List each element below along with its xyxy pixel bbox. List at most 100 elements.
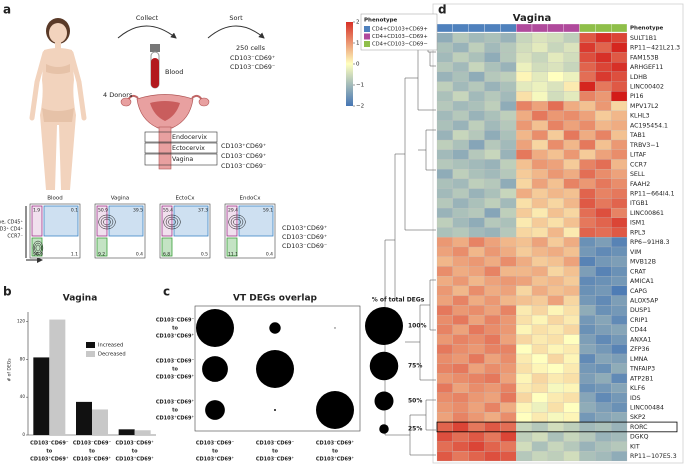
heat-cell xyxy=(500,383,517,394)
heat-cell xyxy=(436,402,453,413)
heat-cell xyxy=(595,110,612,121)
contour xyxy=(230,216,244,228)
quadrant-value: 37.3 xyxy=(198,208,208,214)
bar xyxy=(118,429,135,435)
heat-cell xyxy=(468,130,485,141)
heat-cell xyxy=(484,139,501,150)
heat-cell xyxy=(516,178,533,189)
heat-cell xyxy=(484,169,501,180)
heat-cell xyxy=(484,149,501,160)
legend-swatch xyxy=(86,342,95,348)
heat-cell xyxy=(484,334,501,345)
heat-cell xyxy=(468,149,485,160)
heat-cell xyxy=(547,207,564,218)
heat-cell xyxy=(500,198,517,209)
heat-cell xyxy=(547,42,564,53)
heat-cell xyxy=(547,91,564,102)
heat-cell xyxy=(468,52,485,63)
heat-cell xyxy=(563,120,580,131)
donor-illustration xyxy=(29,18,87,190)
heat-cell xyxy=(452,324,469,335)
heat-cell xyxy=(516,62,533,73)
heat-cell xyxy=(452,353,469,364)
heat-cell xyxy=(579,120,596,131)
heat-cell xyxy=(595,451,612,462)
heat-cell xyxy=(531,353,548,364)
heat-cell xyxy=(500,178,517,189)
colorbar-tick-label: −1 xyxy=(356,83,364,89)
size-legend-circle xyxy=(379,424,389,434)
colorbar xyxy=(346,22,353,106)
heat-cell xyxy=(500,353,517,364)
heat-cell xyxy=(547,178,564,189)
heat-cell xyxy=(484,392,501,403)
heat-cell xyxy=(452,71,469,82)
tissue-subset: CD103⁺CD69⁺ xyxy=(221,143,266,150)
heat-cell xyxy=(531,305,548,316)
donor-count: 4 Donors xyxy=(103,91,133,99)
heat-cell xyxy=(452,295,469,306)
heat-cell xyxy=(611,421,628,432)
heat-cell xyxy=(595,120,612,131)
heat-cell xyxy=(484,383,501,394)
heat-cell xyxy=(563,421,580,432)
heat-cell xyxy=(595,285,612,296)
flow-plot-title: Blood xyxy=(47,196,63,202)
heat-cell xyxy=(468,81,485,92)
heat-cell xyxy=(468,110,485,121)
bar xyxy=(134,430,151,435)
heat-cell xyxy=(547,71,564,82)
gene-label: CAPG xyxy=(630,288,647,295)
heat-cell xyxy=(563,178,580,189)
heat-cell xyxy=(563,227,580,238)
heat-cell xyxy=(468,120,485,131)
bubble xyxy=(202,356,228,382)
heat-cell xyxy=(611,285,628,296)
uterus xyxy=(120,94,218,170)
heat-cell xyxy=(611,314,628,325)
heat-cell xyxy=(579,246,596,257)
flow-plot-frame xyxy=(224,203,276,259)
gene-label: CD44 xyxy=(630,327,647,334)
heat-cell xyxy=(611,42,628,53)
heat-cell xyxy=(611,149,628,160)
heat-cell xyxy=(611,246,628,257)
heat-cell xyxy=(436,227,453,238)
heat-cell xyxy=(484,402,501,413)
heat-cell xyxy=(500,149,517,160)
gate xyxy=(226,237,238,257)
contour xyxy=(165,216,179,228)
heat-cell xyxy=(611,324,628,335)
heat-cell xyxy=(484,353,501,364)
heat-cell xyxy=(516,353,533,364)
heat-cell xyxy=(595,412,612,423)
heat-cell xyxy=(452,373,469,384)
heat-cell xyxy=(579,305,596,316)
heat-cell xyxy=(484,324,501,335)
heat-cell xyxy=(611,451,628,462)
heat-cell xyxy=(531,178,548,189)
heat-cell xyxy=(547,159,564,170)
heat-cell xyxy=(436,71,453,82)
heat-cell xyxy=(436,188,453,199)
column-label: to xyxy=(332,449,338,455)
sort-arrow xyxy=(207,25,265,39)
gene-label: KLHL3 xyxy=(630,113,650,120)
heat-cell xyxy=(547,256,564,267)
heat-cell xyxy=(484,256,501,267)
heat-cell xyxy=(500,334,517,345)
heat-cell xyxy=(516,130,533,141)
heat-cell xyxy=(500,52,517,63)
heat-cell xyxy=(531,130,548,141)
row-label: CD103⁻CD69⁻ xyxy=(156,318,195,324)
bubble xyxy=(316,391,354,429)
heat-cell xyxy=(579,159,596,170)
size-legend-circle xyxy=(374,391,394,411)
heat-cell xyxy=(468,392,485,403)
bubble xyxy=(274,409,276,411)
heat-cell xyxy=(452,110,469,121)
y-tick-label: 40 xyxy=(20,394,26,399)
heat-cell xyxy=(595,441,612,452)
heat-cell xyxy=(436,314,453,325)
heat-cell xyxy=(595,217,612,228)
